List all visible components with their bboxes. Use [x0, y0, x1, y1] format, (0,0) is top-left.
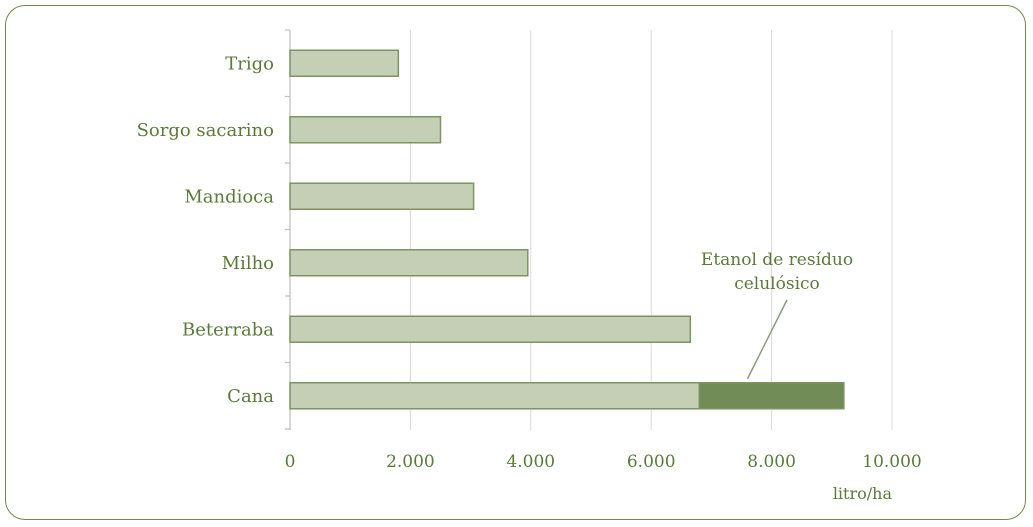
- bar-sorgo-sacarino: [289, 116, 442, 144]
- gridlines: [409, 30, 893, 430]
- category-label: Mandioca: [184, 186, 274, 207]
- y-axis: [285, 29, 291, 430]
- annotation: Etanol de resíduo celulósico: [701, 250, 853, 380]
- category-label: Trigo: [225, 53, 274, 74]
- x-tick-label: 0: [285, 452, 296, 472]
- x-tick-label: 6.000: [627, 452, 676, 472]
- x-tick-label: 4.000: [506, 452, 555, 472]
- bars: [289, 49, 845, 410]
- bar-cana: [289, 382, 701, 410]
- bar-trigo: [289, 49, 400, 77]
- category-label: Cana: [227, 386, 274, 407]
- x-tick-label: 8.000: [747, 452, 796, 472]
- bar-milho: [289, 249, 529, 277]
- x-tick-label: 10.000: [862, 452, 921, 472]
- annotation-leader-line: [746, 299, 788, 380]
- category-label: Sorgo sacarino: [137, 120, 274, 141]
- x-tick-labels: 0 2.000 4.000 6.000 8.000 10.000: [285, 452, 922, 472]
- bar-cana-celulosico: [698, 382, 845, 410]
- bar-mandioca: [289, 182, 475, 210]
- x-tick-label: 2.000: [386, 452, 435, 472]
- annotation-text-line: Etanol de resíduo: [701, 250, 853, 270]
- x-axis-unit-label: litro/ha: [833, 484, 893, 503]
- category-label: Beterraba: [182, 319, 274, 340]
- category-labels: Trigo Sorgo sacarino Mandioca Milho Beterrab…: [137, 53, 275, 407]
- annotation-text-line: celulósico: [734, 274, 820, 294]
- category-label: Milho: [222, 253, 274, 274]
- bar-beterraba: [289, 315, 692, 343]
